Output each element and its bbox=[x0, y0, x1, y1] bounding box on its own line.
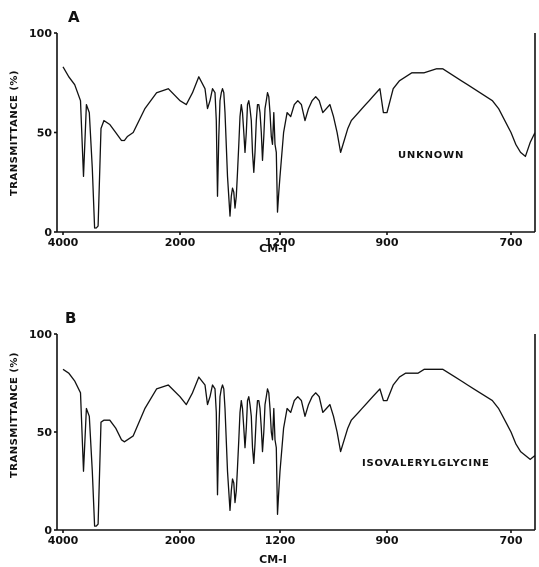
x-tick-label: 700 bbox=[500, 236, 523, 249]
panel-a-letter: A bbox=[68, 8, 80, 26]
panel-b-tick-labels: 0 50 100 4000 2000 1200 900 700 bbox=[29, 328, 523, 547]
panel-b-y-axis-label: TRANSMITTANCE (%) bbox=[9, 352, 20, 478]
x-tick-label: 700 bbox=[500, 534, 523, 547]
x-tick-label: 4000 bbox=[48, 534, 79, 547]
spectrum-line bbox=[62, 66, 536, 229]
x-tick-label: 900 bbox=[376, 534, 399, 547]
panel-b-letter: B bbox=[65, 309, 76, 327]
x-tick-label: 4000 bbox=[48, 236, 79, 249]
y-tick-label: 0 bbox=[44, 226, 52, 239]
y-tick-label: 100 bbox=[29, 328, 52, 341]
y-tick-label: 50 bbox=[37, 127, 53, 140]
panel-b-x-axis-label: CM-I bbox=[259, 553, 287, 566]
panel-b-axes bbox=[56, 334, 536, 531]
x-tick-label: 2000 bbox=[165, 534, 196, 547]
panel-a-y-axis-label: TRANSMITTANCE (%) bbox=[9, 70, 20, 196]
x-tick-label: 1200 bbox=[265, 534, 296, 547]
panel-b-annotation: ISOVALERYLGLYCINE bbox=[362, 458, 490, 469]
panel-a-x-axis-label: CM-I bbox=[259, 242, 287, 255]
panel-b-plot-area bbox=[62, 368, 536, 527]
panel-a-plot-area bbox=[62, 66, 536, 229]
y-tick-label: 50 bbox=[37, 426, 53, 439]
y-tick-label: 100 bbox=[29, 27, 52, 40]
x-tick-label: 1200 bbox=[265, 236, 296, 249]
panel-a: A TRANSMITTANCE (%) CM-I UNKNOWN 0 50 100 4… bbox=[9, 8, 536, 255]
y-tick-label: 0 bbox=[44, 524, 52, 537]
x-tick-label: 2000 bbox=[165, 236, 196, 249]
spectrum-line bbox=[62, 368, 536, 527]
x-tick-label: 900 bbox=[376, 236, 399, 249]
panel-a-axes bbox=[56, 33, 536, 233]
panel-a-annotation: UNKNOWN bbox=[398, 150, 464, 161]
panel-b: B TRANSMITTANCE (%) CM-I ISOVALERYLGLYCI… bbox=[9, 309, 536, 566]
panel-a-tick-labels: 0 50 100 4000 2000 1200 900 700 bbox=[29, 27, 523, 249]
